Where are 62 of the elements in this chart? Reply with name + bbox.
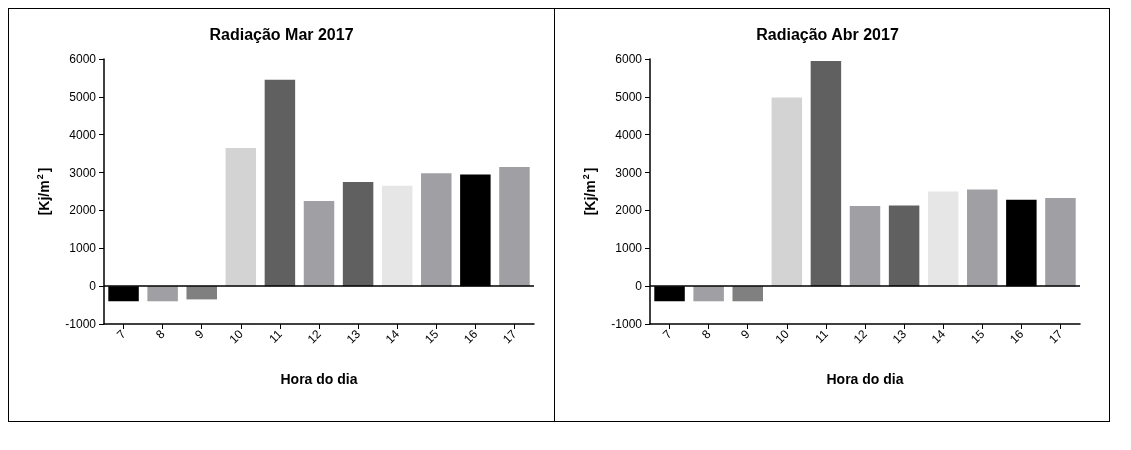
y-tick-label: 6000 xyxy=(615,52,643,66)
x-tick-label: 13 xyxy=(889,326,910,347)
x-tick-label: 15 xyxy=(967,326,988,347)
x-tick-label: 12 xyxy=(850,326,871,347)
bar xyxy=(303,200,335,287)
x-tick-label: 12 xyxy=(304,326,325,347)
bar xyxy=(381,185,413,287)
y-tick-label: 5000 xyxy=(69,89,97,104)
x-tick-label: 7 xyxy=(113,326,129,342)
y-tick-label: 4000 xyxy=(615,127,643,142)
x-tick-label: 17 xyxy=(500,326,520,347)
bar xyxy=(186,286,217,300)
y-tick-label: 5000 xyxy=(615,89,643,104)
x-tick-label: 13 xyxy=(343,326,364,347)
x-tick-label: 8 xyxy=(152,326,168,342)
x-tick-label: 14 xyxy=(928,326,949,347)
x-tick-label: 9 xyxy=(192,326,207,342)
x-tick-label: 10 xyxy=(772,326,792,347)
x-tick-label: 8 xyxy=(698,326,714,342)
bar xyxy=(810,60,842,287)
x-tick-label: 7 xyxy=(659,326,675,342)
y-axis-title: [Kj/m2] xyxy=(34,167,52,216)
bar xyxy=(147,286,178,302)
y-tick-label: 1000 xyxy=(69,241,97,256)
y-axis-title: [Kj/m2] xyxy=(580,167,598,216)
y-tick-label: -1000 xyxy=(611,317,643,331)
x-tick-label: 14 xyxy=(382,326,403,347)
bar xyxy=(888,205,920,287)
x-axis-title: Hora do dia xyxy=(280,371,358,387)
y-tick-label: 2000 xyxy=(69,203,97,218)
y-tick-label: 3000 xyxy=(69,165,97,180)
bar xyxy=(1045,197,1076,287)
x-tick-label: 11 xyxy=(812,326,832,346)
x-tick-label: 11 xyxy=(266,326,286,346)
bar xyxy=(499,166,530,287)
y-tick-label: -1000 xyxy=(65,317,97,331)
y-tick-label: 1000 xyxy=(615,241,643,256)
chart-title: Radiação Mar 2017 xyxy=(209,25,354,43)
bar xyxy=(342,182,374,287)
bar xyxy=(732,286,763,302)
bar xyxy=(693,286,724,302)
bar xyxy=(264,79,296,287)
x-axis-title: Hora do dia xyxy=(826,371,904,387)
chart-title: Radiação Abr 2017 xyxy=(756,25,899,43)
bar xyxy=(421,173,452,287)
x-tick-label: 16 xyxy=(1006,326,1027,347)
bar xyxy=(849,205,881,287)
x-tick-label: 15 xyxy=(421,326,442,347)
y-tick-label: 3000 xyxy=(615,165,643,180)
bar xyxy=(967,189,998,287)
x-tick-label: 16 xyxy=(460,326,481,347)
x-tick-label: 10 xyxy=(226,326,246,347)
bar xyxy=(225,147,257,287)
y-tick-label: 4000 xyxy=(69,127,97,142)
bar xyxy=(771,97,803,287)
y-tick-label: 0 xyxy=(635,279,643,294)
y-tick-label: 2000 xyxy=(615,203,643,218)
bar xyxy=(927,191,959,287)
y-tick-label: 6000 xyxy=(69,52,97,66)
y-tick-label: 0 xyxy=(89,279,97,294)
x-tick-label: 17 xyxy=(1046,326,1066,347)
x-tick-label: 9 xyxy=(738,326,753,342)
